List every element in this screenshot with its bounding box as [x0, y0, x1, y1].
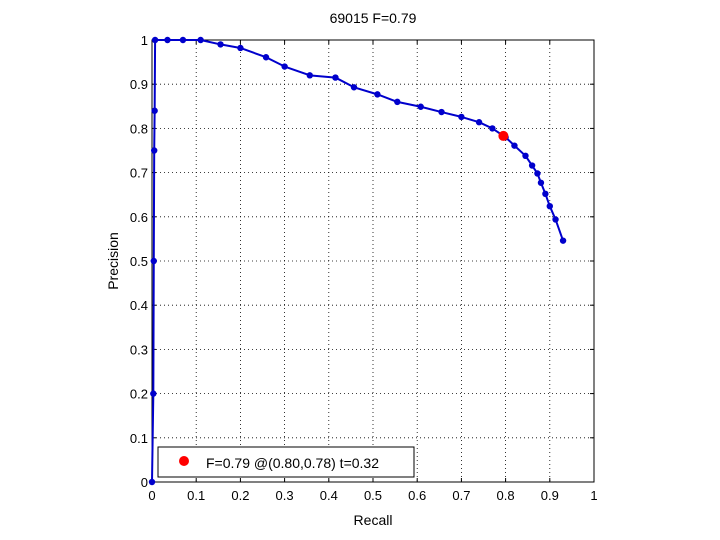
data-point: [458, 113, 465, 121]
data-point: [262, 54, 270, 61]
axis-ticks: 0 0.1 0.2 0.3 0.4 0.5 0.6 0.7 0.8 0.9 1 0 0.1 0.2 0.3 0…: [130, 33, 598, 503]
chart-title: 69015 F=0.79: [330, 10, 417, 26]
data-point: [151, 107, 158, 114]
data-point: [151, 147, 158, 154]
data-point: [179, 36, 187, 44]
data-point: [417, 103, 424, 110]
data-point: [374, 91, 381, 98]
data-point: [148, 478, 156, 486]
y-tick-label: 1: [141, 33, 148, 48]
data-point: [489, 125, 496, 132]
legend-box: [157, 446, 415, 478]
x-tick-label: 0: [148, 488, 155, 503]
data-point: [217, 41, 224, 48]
data-point: [552, 216, 559, 223]
data-point: [197, 36, 204, 44]
data-point: [306, 72, 313, 79]
data-point: [350, 84, 358, 91]
data-point: [537, 179, 545, 186]
legend-marker: [179, 456, 189, 466]
legend: F=0.79 @(0.80,0.78) t=0.32: [157, 446, 415, 478]
data-point: [511, 142, 518, 149]
data-point: [237, 44, 244, 52]
data-point: [534, 170, 541, 177]
y-axis-title: Precision: [105, 232, 121, 290]
data-point: [438, 108, 445, 116]
data-point: [542, 190, 549, 198]
x-tick-label: 1: [590, 488, 597, 503]
data-point: [522, 152, 529, 160]
x-tick-label: 0.3: [276, 488, 294, 503]
x-tick-label: 0.2: [231, 488, 249, 503]
series: [148, 36, 567, 486]
data-point: [151, 36, 159, 44]
y-tick-label: 0.9: [130, 77, 148, 92]
y-tick-label: 0.5: [130, 254, 148, 269]
grid: [152, 40, 594, 482]
x-tick-label: 0.5: [364, 488, 382, 503]
y-tick-label: 0.6: [130, 210, 148, 225]
y-tick-label: 0.8: [130, 121, 148, 136]
y-tick-label: 0.3: [130, 342, 148, 357]
data-point: [150, 390, 157, 397]
data-point: [332, 74, 339, 81]
data-point: [150, 257, 157, 265]
x-tick-label: 0.4: [320, 488, 338, 503]
data-point: [164, 36, 171, 44]
x-tick-label: 0.7: [452, 488, 470, 503]
x-tick-label: 0.9: [541, 488, 559, 503]
x-axis-title: Recall: [354, 512, 393, 528]
y-tick-label: 0.4: [130, 298, 148, 313]
data-point: [546, 202, 553, 210]
y-tick-label: 0.2: [130, 387, 148, 402]
data-point: [528, 162, 536, 169]
y-tick-label: 0.1: [130, 431, 148, 446]
data-point: [559, 237, 567, 244]
x-tick-label: 0.8: [497, 488, 515, 503]
x-tick-label: 0.1: [187, 488, 205, 503]
x-tick-label: 0.6: [408, 488, 426, 503]
data-point: [281, 63, 288, 70]
legend-label: F=0.79 @(0.80,0.78) t=0.32: [206, 455, 379, 471]
data-point: [394, 98, 401, 106]
y-tick-label: 0.7: [130, 166, 148, 181]
y-tick-label: 0: [141, 475, 148, 490]
data-point: [475, 119, 483, 126]
max-f-point: [498, 130, 509, 141]
